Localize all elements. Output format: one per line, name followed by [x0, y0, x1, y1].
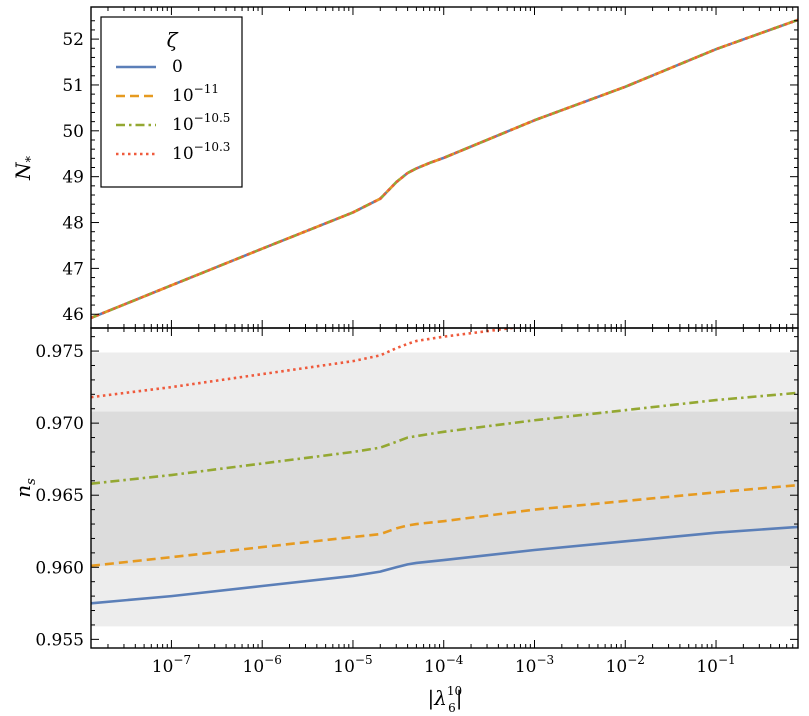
top-y-tick-label-4: 50	[62, 122, 84, 142]
top-y-tick-label-1: 47	[62, 259, 84, 279]
band-1	[91, 411, 798, 566]
bottom-panel-frame	[90, 327, 799, 649]
bottom-y-tick-label-1: 0.960	[35, 558, 84, 578]
x-tick-label-0: 10−7	[152, 653, 191, 677]
bottom-xlabel: |λ10 6|	[427, 684, 462, 715]
xlabel-sup: 10	[447, 684, 462, 698]
bottom-series-line-2	[91, 391, 798, 485]
x-tick-label-4: 10−3	[515, 653, 554, 677]
bottom-series-line-1	[91, 483, 798, 568]
top-y-tick-label-0: 46	[62, 305, 84, 325]
legend-label-0: 0	[172, 57, 183, 77]
bottom-y-tick-label-3: 0.970	[35, 414, 84, 434]
axis-ticks: 10−7 10−6 10−5 10−4 10−3 10−2 10−1 46 47 48 49 50 51…	[35, 7, 799, 677]
bottom-ylabel: ns	[11, 478, 39, 498]
top-ylabel: N*	[11, 156, 39, 182]
top-ylabel-main: N	[11, 161, 35, 181]
confidence-bands	[91, 352, 798, 627]
x-tick-label-5: 10−2	[606, 653, 645, 677]
top-ylabel-sub: *	[24, 156, 39, 163]
xlabel-sub: 6	[448, 701, 456, 715]
top-y-tick-label-3: 49	[62, 168, 84, 188]
top-y-tick-label-2: 48	[62, 214, 84, 234]
legend-label-2: 10−10.5	[172, 111, 230, 135]
bottom-ylabel-sub: s	[24, 478, 39, 485]
bottom-series-line-0	[91, 525, 798, 605]
legend-box	[100, 16, 243, 188]
bottom-panel-series	[91, 328, 798, 605]
bottom-series-line-3	[91, 328, 523, 399]
legend: ζ 0 10−11 10−10.5 10−10.3	[100, 16, 243, 188]
x-tick-label-3: 10−4	[424, 653, 464, 677]
x-tick-label-6: 10−1	[696, 653, 735, 677]
bottom-y-tick-label-2: 0.965	[35, 486, 84, 506]
top-panel-series	[91, 18, 798, 320]
bottom-y-tick-label-4: 0.975	[35, 342, 84, 362]
bottom-y-tick-label-0: 0.955	[35, 630, 84, 650]
top-y-tick-label-5: 51	[62, 76, 84, 96]
bottom-ylabel-main: n	[11, 485, 35, 498]
xlabel-main: λ	[433, 686, 447, 710]
x-tick-label-2: 10−5	[333, 653, 372, 677]
legend-title: ζ	[167, 28, 179, 52]
legend-label-1: 10−11	[172, 82, 219, 106]
top-series-line-3	[91, 18, 798, 320]
legend-entries: 0 10−11 10−10.5 10−10.3	[116, 57, 230, 164]
legend-label-3: 10−10.3	[172, 140, 230, 164]
top-y-tick-label-6: 52	[62, 30, 84, 50]
x-tick-label-1: 10−6	[243, 653, 282, 677]
